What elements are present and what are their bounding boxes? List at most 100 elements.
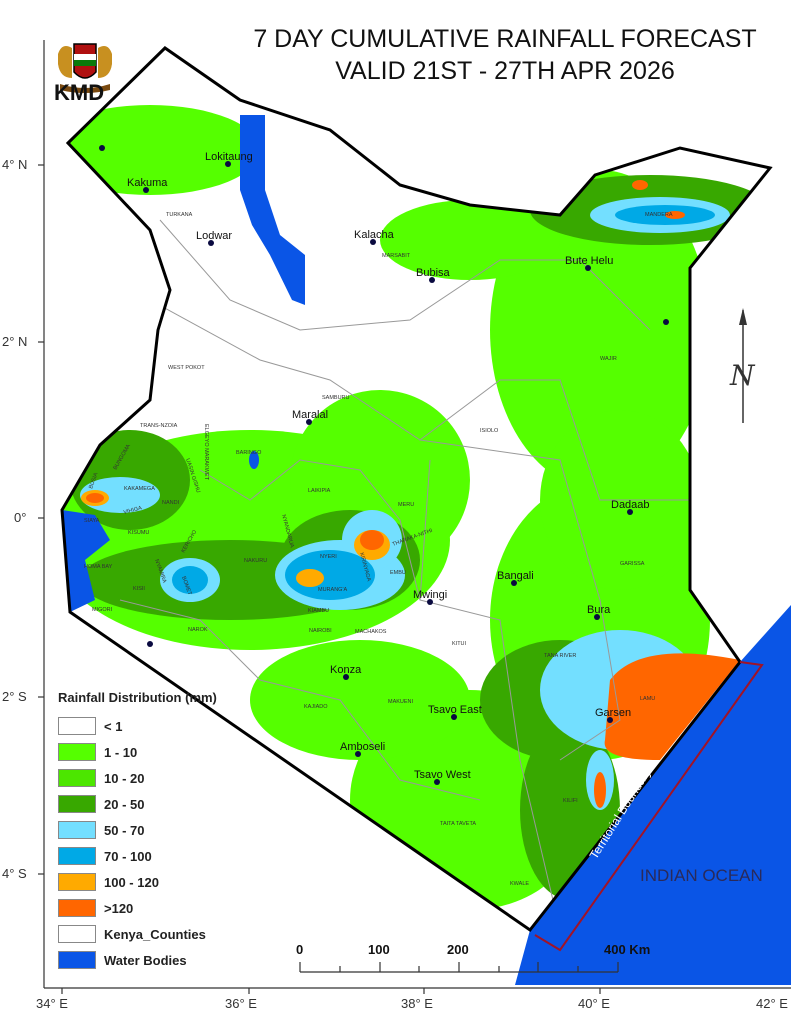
county-label: MACHAKOS [355,629,387,635]
legend-swatch [58,821,96,839]
legend-label: 50 - 70 [104,822,145,838]
town-label: Lokitaung [205,151,253,163]
legend-item: Water Bodies [58,947,217,973]
town-label: Konza [330,664,362,676]
map-subtitle: VALID 21ST - 27TH APR 2026 [335,57,675,85]
legend-item: >120 [58,895,217,921]
scale-label: 100 [368,942,390,957]
county-label: KAJIADO [304,704,328,710]
legend-swatch [58,769,96,787]
county-label: EMBU [390,570,406,576]
legend-swatch [58,717,96,735]
town-label: Kalacha [354,229,395,241]
legend-label: 100 - 120 [104,874,159,890]
county-label: MIGORI [92,607,113,613]
kenya-border [60,46,773,933]
town-label: Bute Helu [565,255,613,267]
county-label: ISIOLO [480,428,499,434]
county-label: KAKAMEGA [124,486,155,492]
scale-label: 400 Km [604,942,651,957]
lon-label: 34° E [36,996,68,1011]
legend-label: 20 - 50 [104,796,145,812]
towns: Lokitaung Kakuma Lodwar Kalacha Bubisa B… [99,145,669,785]
county-label: TANA RIVER [544,653,576,659]
town-label: Kakuma [127,177,168,189]
legend-item: 50 - 70 [58,817,217,843]
town-label: Tsavo West [414,769,471,781]
county-label: VIHIGA [123,505,143,516]
legend-title: Rainfall Distribution (mm) [58,690,217,705]
lat-label: 2° S [2,689,27,704]
graticule-frame [38,40,791,994]
county-label: MURANG'A [318,587,347,593]
legend-swatch [58,951,96,969]
county-label: MAKUENI [388,699,414,705]
county-label: BUSIA [88,472,99,490]
lon-label: 38° E [401,996,433,1011]
county-label: SAMBURU [322,395,350,401]
county-label: TAITA TAVETA [440,821,476,827]
legend-item: Kenya_Counties [58,921,217,947]
map-title: 7 DAY CUMULATIVE RAINFALL FORECAST [253,25,757,53]
town-label: Dadaab [611,499,650,511]
county-label: LAIKIPIA [308,488,331,494]
svg-text:N: N [729,359,756,392]
legend-label: Water Bodies [104,952,187,968]
county-label: BARINGO [236,450,262,456]
county-label: KWALE [510,881,529,887]
county-label: MERU [398,502,414,508]
town-label: Bangali [497,570,534,582]
county-label: KITUI [452,641,467,647]
legend: Rainfall Distribution (mm) < 1 1 - 10 10… [58,690,217,973]
county-label: GARISSA [620,561,645,567]
legend-swatch [58,873,96,891]
county-label: KIAMBU [308,608,329,614]
lon-label: 42° E [756,996,788,1011]
county-label: WEST POKOT [168,365,205,371]
legend-swatch [58,795,96,813]
town-label: Amboseli [340,741,385,753]
agency-logo-text: KMD [54,80,105,105]
lon-label: 36° E [225,996,257,1011]
county-label: WAJIR [600,356,617,362]
county-label: LAMU [640,696,655,702]
county-label: TURKANA [166,212,193,218]
legend-label: 10 - 20 [104,770,145,786]
legend-label: >120 [104,900,134,916]
scale-label: 200 [447,942,469,957]
town-label: Bubisa [416,267,451,279]
legend-label: < 1 [104,718,123,734]
legend-label: 70 - 100 [104,848,152,864]
lat-label: 0° [14,510,27,525]
county-label: HOMA BAY [84,564,113,570]
town-label: Garsen [595,707,631,719]
county-label: KISUMU [128,530,149,536]
county-label: MANDERA [645,212,673,218]
legend-swatch [58,899,96,917]
north-arrow-icon: N [729,308,756,423]
county-label: NANDI [162,500,180,506]
legend-item: 100 - 120 [58,869,217,895]
legend-item: 20 - 50 [58,791,217,817]
scale-label: 0 [296,942,304,957]
town-label: Bura [587,604,611,616]
county-label: KILIFI [563,798,578,804]
county-label: NAROK [188,627,208,633]
legend-item: 1 - 10 [58,739,217,765]
kenya-coat-of-arms-logo [58,43,112,93]
legend-item: 70 - 100 [58,843,217,869]
town-label: Mwingi [413,589,447,601]
territorial-boundary [534,661,764,952]
legend-label: Kenya_Counties [104,926,206,942]
scale-bar [299,962,619,973]
legend-item: 10 - 20 [58,765,217,791]
legend-swatch [58,925,96,943]
town-label: Tsavo East [428,704,482,716]
lake-turkana [240,115,305,305]
legend-swatch [58,743,96,761]
county-label: MARSABIT [382,253,411,259]
county-label: NAIROBI [309,628,332,634]
county-label: KISII [133,586,145,592]
town-label: Lodwar [196,230,232,242]
